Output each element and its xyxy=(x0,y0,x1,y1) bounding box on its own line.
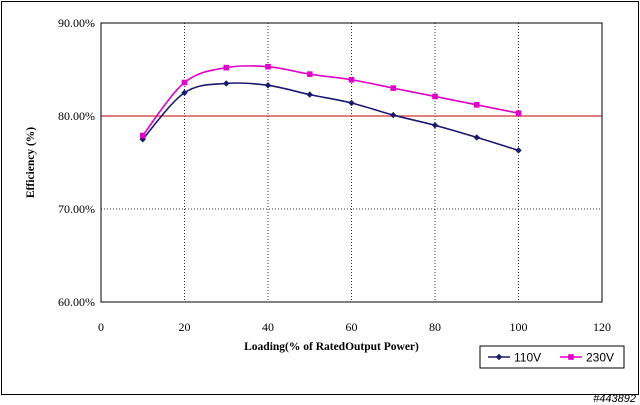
x-tick-label: 120 xyxy=(593,320,611,334)
y-axis-label: Efficiency (%) xyxy=(25,127,37,198)
y-tick-labels: 60.00% 70.00% 80.00% 90.00% xyxy=(58,16,95,309)
plot-area-border xyxy=(100,22,603,303)
data-point xyxy=(265,63,271,70)
series-line xyxy=(142,64,519,137)
data-point xyxy=(139,136,146,143)
grid-lines xyxy=(101,23,602,302)
x-tick-label: 40 xyxy=(262,320,274,334)
data-point xyxy=(390,111,397,119)
data-point xyxy=(264,82,272,89)
data-point xyxy=(473,134,480,141)
y-tick-label: 60.00% xyxy=(58,295,95,309)
legend-label: 230V xyxy=(586,351,614,365)
series-lines xyxy=(139,63,522,154)
data-point xyxy=(223,64,230,71)
x-tick-label: 100 xyxy=(510,320,528,334)
x-tick-label: 0 xyxy=(98,320,104,334)
legend-box xyxy=(479,345,625,369)
watermark: #443892 xyxy=(593,393,636,405)
y-tick-label: 70.00% xyxy=(58,202,95,216)
data-point xyxy=(348,99,355,107)
legend-swatch-marker xyxy=(568,354,574,360)
x-tick-label: 80 xyxy=(429,320,441,334)
data-point xyxy=(473,102,480,108)
legend-label: 110V xyxy=(514,351,541,365)
data-point xyxy=(390,85,397,91)
data-point xyxy=(306,71,313,77)
efficiency-chart: 0 20 40 60 80 100 120 60.00% 70.00% 80.00% 90.00%… xyxy=(25,16,625,369)
legend: 110V 230V xyxy=(479,345,625,369)
data-point xyxy=(306,91,313,98)
data-point xyxy=(348,76,355,83)
series-line xyxy=(142,82,519,152)
series-110V xyxy=(139,80,522,154)
x-tick-label: 20 xyxy=(179,320,191,334)
x-tick-label: 60 xyxy=(346,320,358,334)
y-tick-label: 80.00% xyxy=(58,109,95,123)
legend-swatch-marker xyxy=(495,353,503,361)
data-point xyxy=(515,147,522,154)
axes xyxy=(100,22,603,303)
x-tick-labels: 0 20 40 60 80 100 120 xyxy=(98,320,611,334)
data-point xyxy=(223,80,230,87)
x-axis-label: Loading(% of RatedOutput Power) xyxy=(244,341,419,353)
series-230V xyxy=(139,63,522,139)
data-point xyxy=(431,122,439,129)
data-point xyxy=(181,79,188,86)
data-point xyxy=(515,110,522,117)
chart-frame: 0 20 40 60 80 100 120 60.00% 70.00% 80.00% 90.00%… xyxy=(1,1,639,395)
data-point xyxy=(432,93,438,100)
y-tick-label: 90.00% xyxy=(58,16,95,30)
data-point xyxy=(139,132,146,139)
data-point xyxy=(181,89,188,96)
